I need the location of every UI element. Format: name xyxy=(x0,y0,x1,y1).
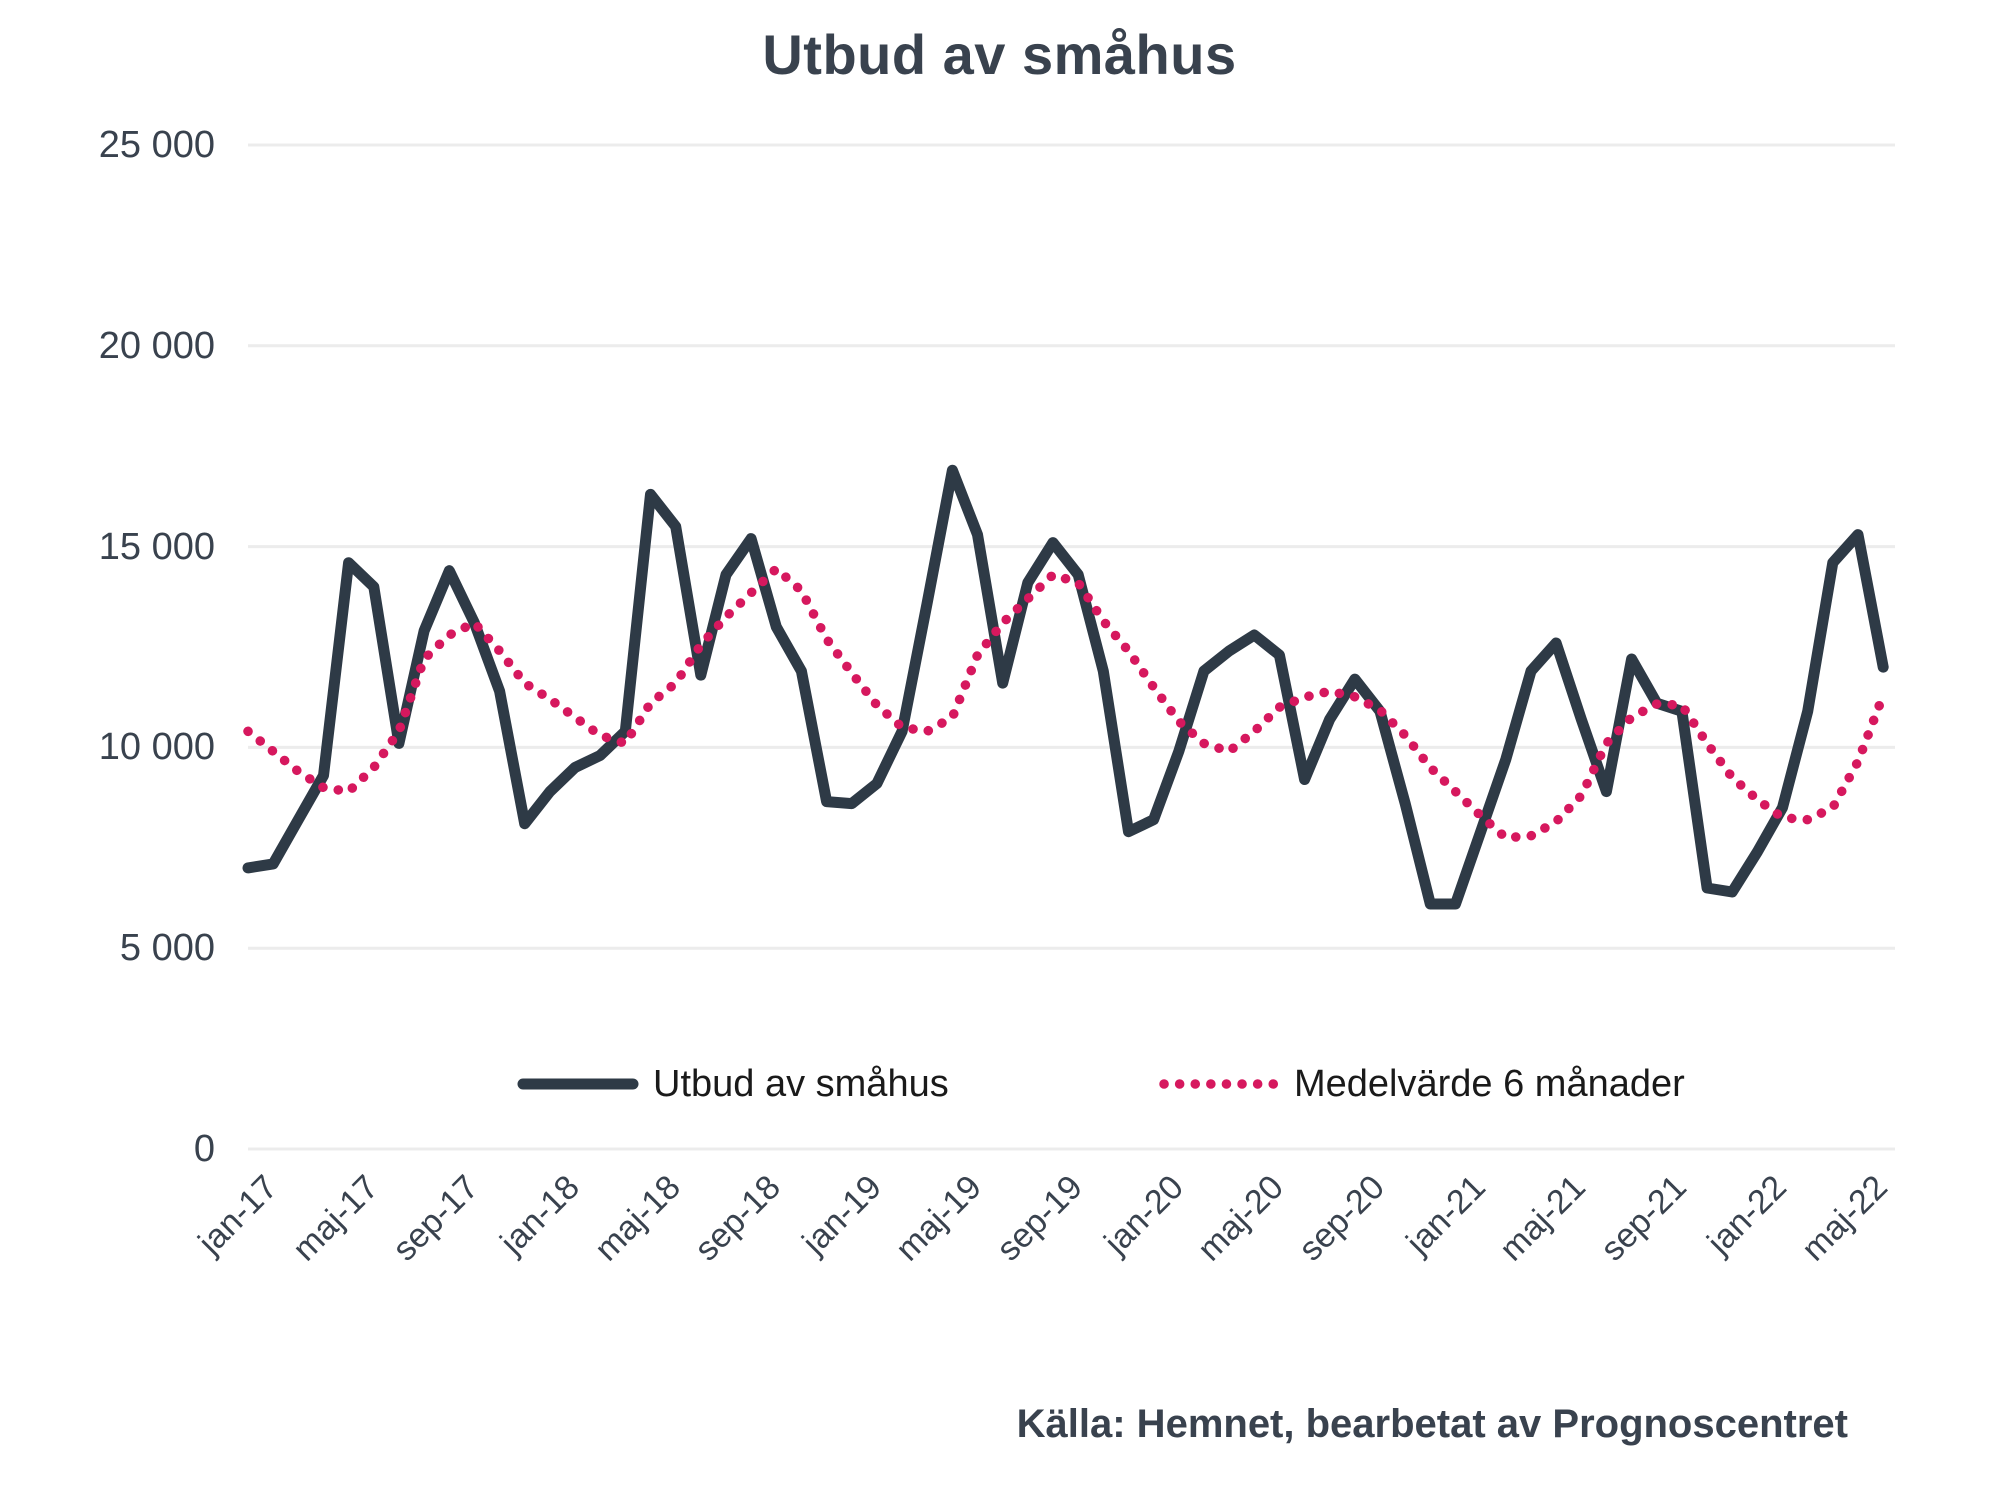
y-axis-tick-label: 0 xyxy=(193,1128,215,1170)
legend-label-utbud: Utbud av småhus xyxy=(653,1062,949,1105)
chart-title: Utbud av småhus xyxy=(762,23,1237,86)
y-axis-tick-label: 10 000 xyxy=(98,726,215,769)
y-axis-tick-label: 15 000 xyxy=(98,525,215,568)
legend-dotted-line-sample xyxy=(1159,1079,1280,1089)
series-line-utbud xyxy=(242,464,1889,910)
series-line-medelvarde xyxy=(243,563,1888,843)
source-note: Källa: Hemnet, bearbetat av Prognoscentr… xyxy=(1016,1402,1848,1446)
y-axis-tick-label: 20 000 xyxy=(98,324,215,367)
legend-item-medelvarde: Medelvärde 6 månader xyxy=(1158,1058,1685,1110)
legend-label-medelvarde: Medelvärde 6 månader xyxy=(1294,1062,1685,1105)
legend-item-utbud: Utbud av småhus xyxy=(517,1058,949,1110)
legend-solid-line-sample xyxy=(517,1078,639,1090)
y-axis-tick-label: 25 000 xyxy=(98,124,215,166)
y-axis-tick-label: 5 000 xyxy=(119,927,215,970)
